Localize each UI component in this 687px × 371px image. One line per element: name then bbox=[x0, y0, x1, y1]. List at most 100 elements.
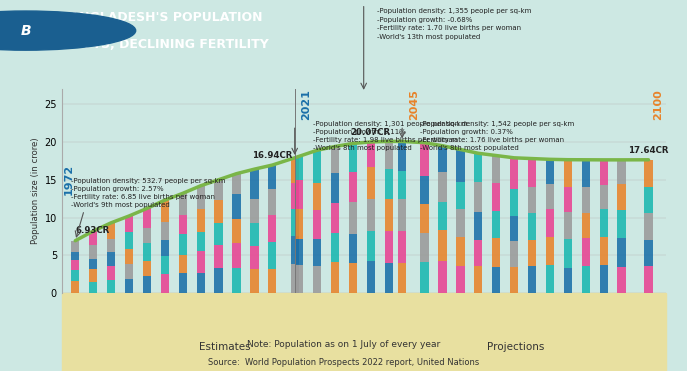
Bar bbox=[250, 246, 258, 269]
Text: -Population density: 532.7 people per sq-km
-Population growth: 2.57%
-Fertility: -Population density: 532.7 people per sq… bbox=[71, 178, 225, 209]
Bar bbox=[528, 187, 536, 213]
Bar bbox=[250, 199, 258, 223]
Bar bbox=[420, 204, 429, 233]
Bar bbox=[179, 255, 187, 273]
Bar bbox=[331, 203, 339, 233]
Bar bbox=[196, 186, 205, 209]
Bar bbox=[618, 160, 626, 184]
Bar bbox=[107, 223, 115, 239]
Bar bbox=[600, 265, 608, 293]
Bar bbox=[644, 187, 653, 213]
Bar bbox=[125, 232, 133, 249]
Bar bbox=[179, 233, 187, 255]
Bar bbox=[492, 238, 500, 267]
Bar bbox=[71, 252, 80, 260]
Bar bbox=[268, 269, 276, 293]
Bar bbox=[313, 239, 322, 266]
Bar bbox=[89, 246, 98, 259]
Text: -Population density: 1,542 people per sq-km
-Population growth: 0.37%
-Fertility: -Population density: 1,542 people per sq… bbox=[420, 121, 574, 151]
Text: 1972: 1972 bbox=[63, 164, 74, 195]
Bar bbox=[291, 158, 299, 184]
Bar bbox=[420, 233, 429, 262]
Text: Estimates: Estimates bbox=[199, 342, 251, 352]
Bar bbox=[510, 158, 518, 189]
Text: Source:  World Population Prospects 2022 report, United Nations: Source: World Population Prospects 2022 … bbox=[208, 358, 479, 367]
Bar bbox=[331, 173, 339, 203]
Bar bbox=[367, 262, 375, 293]
Bar bbox=[161, 222, 169, 240]
Bar bbox=[291, 184, 299, 209]
Bar bbox=[644, 213, 653, 240]
Bar bbox=[510, 241, 518, 267]
Bar bbox=[196, 251, 205, 273]
Bar bbox=[71, 241, 80, 252]
Bar bbox=[492, 267, 500, 293]
Bar bbox=[438, 172, 447, 201]
Bar bbox=[474, 266, 482, 293]
Bar bbox=[71, 281, 80, 293]
Bar bbox=[510, 267, 518, 293]
Bar bbox=[250, 169, 258, 199]
Bar bbox=[456, 237, 464, 266]
Bar bbox=[385, 169, 393, 199]
FancyBboxPatch shape bbox=[62, 293, 666, 371]
Bar bbox=[268, 242, 276, 269]
Bar bbox=[295, 156, 304, 180]
Bar bbox=[545, 184, 554, 210]
Bar bbox=[367, 231, 375, 262]
Bar bbox=[214, 269, 223, 293]
Bar bbox=[143, 276, 151, 293]
Text: BANGLADESH'S POPULATION: BANGLADESH'S POPULATION bbox=[60, 11, 262, 24]
Bar bbox=[600, 185, 608, 210]
Bar bbox=[545, 265, 554, 293]
Bar bbox=[438, 201, 447, 230]
Bar bbox=[367, 167, 375, 199]
Text: -Population density: 1,355 people per sq-km
-Population growth: -0.68%
-Fertilit: -Population density: 1,355 people per sq… bbox=[376, 8, 531, 40]
Bar bbox=[528, 158, 536, 187]
Bar bbox=[398, 263, 406, 293]
Bar bbox=[385, 141, 393, 169]
Bar bbox=[232, 243, 240, 267]
Bar bbox=[349, 263, 357, 293]
Bar bbox=[295, 180, 304, 209]
Bar bbox=[420, 262, 429, 293]
Bar bbox=[214, 223, 223, 245]
Bar bbox=[618, 267, 626, 293]
Text: 2045: 2045 bbox=[409, 89, 419, 119]
Bar bbox=[107, 280, 115, 293]
Bar bbox=[214, 180, 223, 200]
Bar bbox=[474, 182, 482, 212]
Bar bbox=[291, 236, 299, 264]
Bar bbox=[528, 213, 536, 240]
Bar bbox=[492, 155, 500, 183]
Bar bbox=[510, 189, 518, 216]
Bar bbox=[528, 240, 536, 266]
Bar bbox=[232, 267, 240, 293]
Bar bbox=[295, 209, 304, 239]
Bar bbox=[474, 212, 482, 240]
Bar bbox=[398, 231, 406, 263]
Bar bbox=[600, 210, 608, 237]
Bar bbox=[600, 237, 608, 265]
Bar bbox=[456, 182, 464, 209]
Bar bbox=[196, 273, 205, 293]
Bar bbox=[250, 223, 258, 246]
Text: -Population density: 1,301 people per sq-km
-Population growth: 1.11%
-Fertility: -Population density: 1,301 people per sq… bbox=[313, 121, 467, 151]
Bar bbox=[313, 150, 322, 183]
Bar bbox=[564, 212, 572, 239]
Bar bbox=[582, 238, 590, 266]
Bar bbox=[268, 216, 276, 242]
Bar bbox=[367, 142, 375, 167]
Bar bbox=[331, 147, 339, 173]
Bar bbox=[644, 266, 653, 293]
Bar bbox=[125, 216, 133, 232]
Bar bbox=[313, 183, 322, 210]
Bar bbox=[196, 209, 205, 232]
Bar bbox=[564, 239, 572, 268]
Text: Projections: Projections bbox=[486, 342, 544, 352]
Bar bbox=[564, 187, 572, 212]
Bar bbox=[268, 165, 276, 189]
Bar bbox=[349, 172, 357, 203]
Bar bbox=[492, 211, 500, 238]
Bar bbox=[492, 183, 500, 211]
